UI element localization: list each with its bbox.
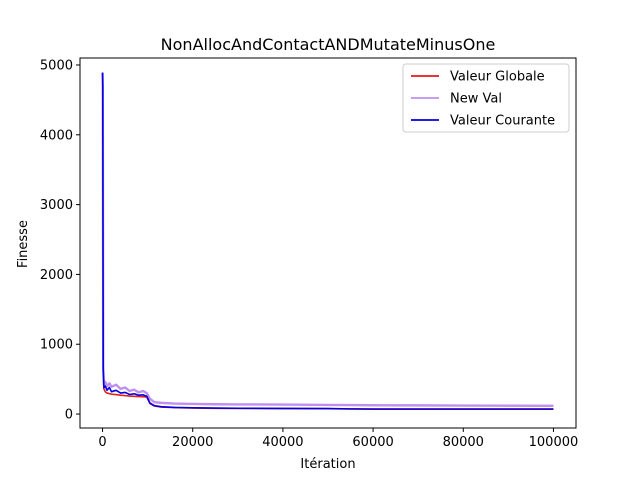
- chart-title: NonAllocAndContactANDMutateMinusOne: [161, 35, 496, 54]
- x-tick-label: 80000: [443, 435, 484, 450]
- y-tick-label: 1000: [40, 338, 73, 353]
- x-tick-label: 0: [98, 435, 106, 450]
- plot-area: [101, 72, 554, 410]
- series-line-new-val: [101, 72, 554, 407]
- y-tick-label: 4000: [40, 128, 73, 143]
- y-tick-label: 0: [65, 408, 73, 423]
- x-tick-label: 40000: [262, 435, 303, 450]
- legend-entry: New Val: [450, 92, 502, 107]
- series-line-valeur-courante: [101, 72, 554, 410]
- x-tick-label: 100000: [529, 435, 579, 450]
- legend-entry: Valeur Globale: [450, 70, 545, 85]
- x-tick-label: 20000: [172, 435, 213, 450]
- x-tick-label: 60000: [352, 435, 393, 450]
- y-tick-label: 2000: [40, 268, 73, 283]
- y-tick-label: 5000: [40, 58, 73, 73]
- x-axis-label: Itération: [300, 457, 355, 472]
- y-axis: 0 1000 2000 3000 4000 5000: [40, 58, 80, 423]
- axes-frame: [79, 57, 577, 429]
- y-tick-label: 3000: [40, 198, 73, 213]
- legend-box: [402, 63, 570, 133]
- x-axis: 0 20000 40000 60000 80000 100000: [98, 428, 578, 450]
- legend-entry: Valeur Courante: [450, 114, 555, 129]
- legend: Valeur Globale New Val Valeur Courante: [402, 63, 570, 133]
- y-axis-label: Finesse: [16, 220, 31, 268]
